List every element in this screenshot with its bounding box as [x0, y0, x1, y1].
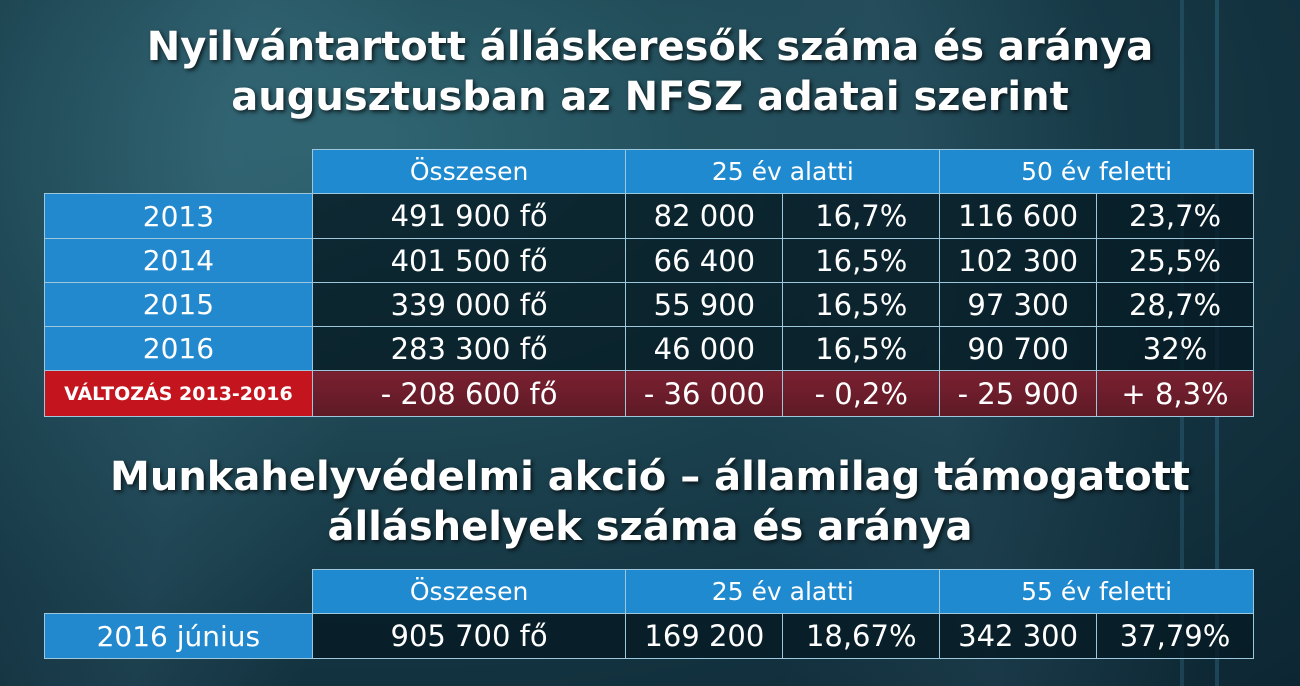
header-total: Összesen	[311, 569, 627, 614]
cell-over50: 102 300	[939, 238, 1098, 283]
row-label: 2016	[44, 326, 313, 371]
cell-under25: 82 000	[625, 193, 784, 239]
table-row: 2016 június 905 700 fő 169 200 18,67% 34…	[44, 613, 1254, 659]
header-blank	[45, 570, 313, 614]
cell-under25-pct: 16,7%	[782, 193, 941, 239]
header-under25: 25 év alatti	[625, 569, 941, 614]
change-under25: - 36 000	[625, 370, 784, 417]
change-under25-pct: - 0,2%	[782, 370, 941, 417]
cell-over50-pct: 28,7%	[1096, 282, 1254, 327]
table-row: 2015 339 000 fő 55 900 16,5% 97 300 28,7…	[44, 282, 1254, 327]
cell-under25: 46 000	[625, 326, 784, 371]
second-title-line1: Munkahelyvédelmi akció – államilag támog…	[110, 454, 1190, 500]
cell-under25: 55 900	[625, 282, 784, 327]
cell-under25-pct: 16,5%	[782, 326, 941, 371]
cell-under25: 66 400	[625, 238, 784, 283]
change-total: - 208 600 fő	[311, 370, 627, 417]
cell-under25-pct: 18,67%	[782, 613, 941, 659]
cell-total: 905 700 fő	[311, 613, 627, 659]
cell-over50-pct: 25,5%	[1096, 238, 1254, 283]
cell-total: 339 000 fő	[311, 282, 627, 327]
cell-under25-pct: 16,5%	[782, 282, 941, 327]
table-header-row: Összesen 25 év alatti 50 év feletti	[45, 149, 1254, 194]
header-over50: 50 év feletti	[939, 149, 1254, 194]
main-title-line2: augusztusban az NFSZ adatai szerint	[231, 74, 1069, 120]
cell-under25-pct: 16,5%	[782, 238, 941, 283]
header-under25: 25 év alatti	[625, 149, 941, 194]
second-title-line2: álláshelyek száma és aránya	[327, 504, 973, 550]
main-title: Nyilvántartott álláskeresők száma és ará…	[0, 22, 1300, 122]
main-title-line1: Nyilvántartott álláskeresők száma és ará…	[146, 24, 1154, 70]
change-over50-pct: + 8,3%	[1096, 370, 1254, 417]
change-label: VÁLTOZÁS 2013-2016	[44, 370, 313, 417]
header-blank	[45, 150, 313, 194]
cell-under25: 169 200	[625, 613, 784, 659]
cell-over55: 342 300	[939, 613, 1098, 659]
cell-over55-pct: 37,79%	[1096, 613, 1254, 659]
jobseekers-table: Összesen 25 év alatti 50 év feletti 2013…	[44, 149, 1254, 417]
table-header-row: Összesen 25 év alatti 55 év feletti	[45, 569, 1254, 614]
cell-total: 283 300 fő	[311, 326, 627, 371]
cell-over50-pct: 32%	[1096, 326, 1254, 371]
change-row: VÁLTOZÁS 2013-2016 - 208 600 fő - 36 000…	[44, 370, 1254, 417]
table-row: 2016 283 300 fő 46 000 16,5% 90 700 32%	[44, 326, 1254, 371]
cell-over50: 97 300	[939, 282, 1098, 327]
cell-total: 491 900 fő	[311, 193, 627, 239]
table-row: 2014 401 500 fő 66 400 16,5% 102 300 25,…	[44, 238, 1254, 283]
row-label: 2016 június	[44, 613, 313, 659]
change-over50: - 25 900	[939, 370, 1098, 417]
header-over55: 55 év feletti	[939, 569, 1254, 614]
row-label: 2014	[44, 238, 313, 283]
supported-jobs-table: Összesen 25 év alatti 55 év feletti 2016…	[44, 569, 1254, 659]
cell-over50: 90 700	[939, 326, 1098, 371]
cell-over50: 116 600	[939, 193, 1098, 239]
table-row: 2013 491 900 fő 82 000 16,7% 116 600 23,…	[44, 193, 1254, 239]
header-total: Összesen	[311, 149, 627, 194]
row-label: 2015	[44, 282, 313, 327]
cell-over50-pct: 23,7%	[1096, 193, 1254, 239]
second-title: Munkahelyvédelmi akció – államilag támog…	[0, 452, 1300, 552]
row-label: 2013	[44, 193, 313, 239]
cell-total: 401 500 fő	[311, 238, 627, 283]
